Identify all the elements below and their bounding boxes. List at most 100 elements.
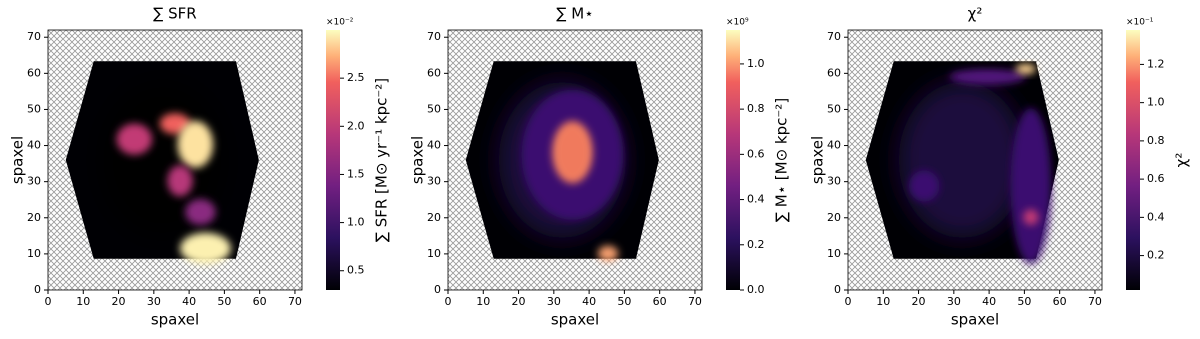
y-tick-label: 10 (827, 247, 841, 260)
x-tick-label: 50 (617, 295, 631, 308)
colorbar-tick-label: 0.2 (747, 238, 765, 251)
panel-title: ∑ M⋆ (556, 5, 593, 23)
y-tick-label: 30 (827, 175, 841, 188)
x-tick-label: 60 (653, 295, 667, 308)
y-tick-label: 10 (27, 247, 41, 260)
colorbar-offset: ×10⁻² (326, 18, 354, 28)
y-tick-label: 30 (27, 175, 41, 188)
map-glow (98, 82, 226, 238)
y-tick-label: 0 (34, 283, 41, 296)
y-tick-label: 60 (427, 66, 441, 79)
colorbar-tick-label: 0.4 (1147, 210, 1165, 223)
colorbar-tick-label: 1.0 (347, 216, 365, 229)
x-tick-label: 10 (876, 295, 890, 308)
colorbar (726, 30, 740, 290)
y-tick-label: 20 (27, 211, 41, 224)
map-feature (908, 170, 940, 202)
axes-frame (47, 29, 303, 291)
map-feature (597, 245, 619, 262)
x-axis-label: spaxel (151, 311, 199, 329)
colorbar-tick-label: 1.5 (347, 167, 365, 180)
colorbar-tick-label: 0.8 (1147, 134, 1165, 147)
y-axis-label: spaxel (809, 136, 827, 184)
colorbar-tick-label: 0.0 (747, 283, 765, 296)
x-tick-label: 0 (445, 295, 452, 308)
map-glow (898, 82, 1026, 238)
y-axis-label: spaxel (409, 136, 427, 184)
x-tick-label: 0 (45, 295, 52, 308)
map-feature (1023, 209, 1039, 225)
panel-title: χ² (968, 5, 983, 23)
axes-frame (847, 29, 1103, 291)
colorbar (326, 30, 340, 290)
y-tick-label: 0 (834, 283, 841, 296)
map-feature (185, 199, 216, 225)
colorbar-tick-label: 1.0 (1147, 96, 1165, 109)
x-tick-label: 40 (582, 295, 596, 308)
x-tick-label: 60 (1053, 295, 1067, 308)
x-tick-label: 30 (947, 295, 961, 308)
x-tick-label: 70 (688, 295, 702, 308)
colorbar-tick-label: 2.5 (347, 71, 365, 84)
map-feature (177, 120, 214, 168)
colorbar-tick-label: 2.0 (347, 119, 365, 132)
x-axis-label: spaxel (951, 311, 999, 329)
y-tick-label: 70 (27, 30, 41, 43)
x-tick-label: 60 (253, 295, 267, 308)
axes-frame (447, 29, 703, 291)
colorbar (1126, 30, 1140, 290)
panel-title: ∑ SFR (153, 5, 196, 23)
map-feature (552, 121, 593, 184)
x-tick-label: 20 (912, 295, 926, 308)
x-tick-label: 70 (288, 295, 302, 308)
x-tick-label: 0 (845, 295, 852, 308)
colorbar-tick-label: 1.0 (747, 57, 765, 70)
x-tick-label: 70 (1088, 295, 1102, 308)
x-tick-label: 10 (76, 295, 90, 308)
colorbar-tick-label: 0.2 (1147, 249, 1165, 262)
map-feature (167, 165, 193, 197)
map-feature (1015, 63, 1036, 75)
colorbar-tick-label: 0.6 (747, 147, 765, 160)
colorbar-offset: ×10⁹ (726, 18, 749, 28)
y-tick-label: 70 (427, 30, 441, 43)
panel: χ² spaxel spaxel 0 10 20 30 40 50 60 70 0 10 20 30 40 50… (809, 5, 1191, 329)
panel: ∑ M⋆ spaxel spaxel 0 10 20 30 40 50 60 70 0 10 20 30 40… (409, 5, 791, 329)
x-tick-label: 30 (547, 295, 561, 308)
colorbar-tick-label: 0.4 (747, 193, 765, 206)
colorbar-tick-label: 0.5 (347, 264, 365, 277)
x-tick-label: 10 (476, 295, 490, 308)
map-feature (949, 69, 1026, 85)
colorbar-label: ∑ M⋆ [M⊙ kpc⁻²] (773, 98, 791, 222)
y-tick-label: 20 (427, 211, 441, 224)
y-tick-label: 10 (427, 247, 441, 260)
colorbar-offset: ×10⁻¹ (1126, 18, 1154, 28)
colorbar-tick-label: 0.8 (747, 102, 765, 115)
y-tick-label: 60 (827, 66, 841, 79)
x-axis-label: spaxel (551, 311, 599, 329)
x-tick-label: 40 (182, 295, 196, 308)
map-feature (116, 123, 153, 155)
colorbar-label: ∑ SFR [M⊙ yr⁻¹ kpc⁻²] (373, 78, 391, 242)
x-tick-label: 20 (512, 295, 526, 308)
y-tick-label: 50 (27, 102, 41, 115)
x-tick-label: 20 (112, 295, 126, 308)
y-tick-label: 50 (427, 102, 441, 115)
x-tick-label: 50 (1017, 295, 1031, 308)
colorbar-tick-label: 0.6 (1147, 172, 1165, 185)
y-tick-label: 30 (427, 175, 441, 188)
x-tick-label: 40 (982, 295, 996, 308)
y-tick-label: 70 (827, 30, 841, 43)
y-tick-label: 0 (434, 283, 441, 296)
y-tick-label: 50 (827, 102, 841, 115)
y-tick-label: 40 (27, 139, 41, 152)
x-tick-label: 50 (217, 295, 231, 308)
x-tick-label: 30 (147, 295, 161, 308)
y-tick-label: 20 (827, 211, 841, 224)
panel: ∑ SFR spaxel spaxel 0 10 20 30 40 50 60 70 0 10 20 30 4… (9, 5, 391, 329)
map-feature (1010, 108, 1052, 264)
y-tick-label: 40 (427, 139, 441, 152)
y-axis-label: spaxel (9, 136, 27, 184)
map-feature (180, 232, 231, 264)
